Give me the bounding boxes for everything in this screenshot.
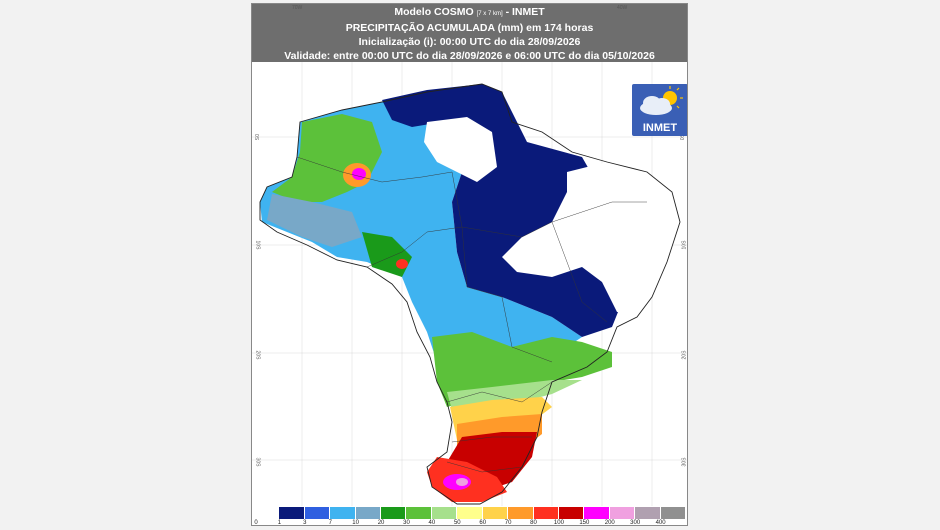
max-rs-core bbox=[456, 478, 468, 486]
legend-color-box bbox=[355, 507, 382, 519]
map-title: PRECIPITAÇÃO ACUMULADA (mm) em 174 horas bbox=[345, 22, 594, 34]
legend-label: 200 bbox=[604, 520, 615, 526]
legend-label: 100 bbox=[553, 520, 564, 526]
validity-period: Validade: entre 00:00 UTC do dia 28/09/2… bbox=[284, 50, 655, 62]
legend-color-box bbox=[279, 507, 305, 519]
legend-color-box bbox=[660, 507, 686, 519]
legend-label: 20 bbox=[377, 520, 385, 526]
legend-label: 60 bbox=[479, 520, 487, 526]
inmet-logo-text: INMET bbox=[642, 122, 678, 134]
legend-color-box bbox=[431, 507, 458, 519]
color-legend: 0 1 3 7 10 20 30 40 50 60 70 80 100 150 200 300 400 bbox=[252, 507, 687, 526]
legend-color-box bbox=[254, 507, 280, 519]
legend-label: 80 bbox=[530, 520, 537, 526]
model-source: - INMET bbox=[505, 6, 545, 18]
region-20-40mm bbox=[432, 332, 612, 407]
legend-color-box bbox=[304, 507, 331, 519]
legend-label: 40 bbox=[428, 520, 436, 526]
legend-color-box bbox=[482, 507, 509, 519]
legend-color-box bbox=[330, 507, 356, 519]
region-west-olive bbox=[267, 194, 362, 247]
map-figure: Modelo COSMO [7 x 7 km] - INMET PRECIPIT… bbox=[251, 3, 688, 526]
legend-color-box bbox=[381, 507, 407, 519]
legend-label: 0 bbox=[254, 520, 258, 526]
legend-label: 7 bbox=[328, 520, 332, 526]
legend-color-box bbox=[457, 507, 483, 519]
legend-color-box bbox=[584, 507, 610, 519]
precipitation-map bbox=[252, 62, 687, 506]
state-borders bbox=[296, 156, 647, 473]
legend-color-box bbox=[609, 507, 636, 519]
init-time: Inicialização (i): 00:00 UTC do dia 28/0… bbox=[358, 36, 581, 48]
lon-label-70w: 70W bbox=[292, 5, 303, 11]
brazil-outline bbox=[259, 83, 681, 505]
legend-color-box bbox=[533, 507, 559, 519]
cloud-sun-icon bbox=[640, 86, 683, 115]
lon-label-40w: 40W bbox=[617, 5, 628, 11]
legend-label: 70 bbox=[504, 520, 512, 526]
legend-label: 400 bbox=[655, 520, 666, 526]
max-rondonia bbox=[396, 259, 408, 269]
legend-label: 50 bbox=[453, 520, 461, 526]
region-north-dry bbox=[424, 117, 497, 182]
max-amazonas-core bbox=[352, 168, 366, 180]
legend-label: 3 bbox=[303, 520, 307, 526]
legend-label: 1 bbox=[277, 520, 282, 526]
model-resolution: [7 x 7 km] bbox=[476, 11, 503, 17]
legend-label: 300 bbox=[630, 520, 641, 526]
inmet-logo: INMET bbox=[632, 84, 687, 136]
legend-color-box bbox=[635, 507, 661, 519]
legend-label: 30 bbox=[403, 520, 410, 526]
legend-color-box bbox=[558, 507, 585, 519]
legend-label: 10 bbox=[352, 520, 359, 526]
legend-label: 150 bbox=[579, 520, 590, 526]
legend-color-box bbox=[406, 507, 432, 519]
region-northeast-dry bbox=[502, 162, 680, 312]
model-name: Modelo COSMO bbox=[394, 6, 474, 18]
region-1-3mm bbox=[382, 84, 622, 337]
map-header: Modelo COSMO [7 x 7 km] - INMET PRECIPIT… bbox=[252, 4, 687, 62]
legend-color-box bbox=[508, 507, 534, 519]
